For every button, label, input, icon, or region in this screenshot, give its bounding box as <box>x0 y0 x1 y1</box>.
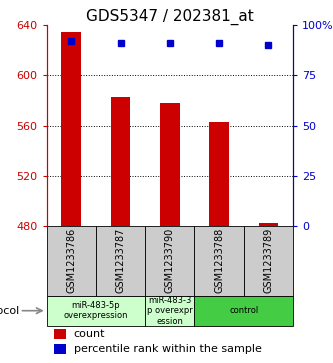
Bar <box>54 344 66 354</box>
Text: protocol: protocol <box>0 306 20 316</box>
Bar <box>47 226 96 296</box>
Text: GSM1233786: GSM1233786 <box>66 228 76 293</box>
Bar <box>209 122 229 226</box>
Bar <box>194 296 293 326</box>
Bar <box>258 223 278 226</box>
Bar <box>96 226 145 296</box>
Text: GSM1233789: GSM1233789 <box>263 228 273 293</box>
Text: percentile rank within the sample: percentile rank within the sample <box>74 344 262 354</box>
Bar <box>61 32 81 226</box>
Text: GSM1233790: GSM1233790 <box>165 228 175 293</box>
Bar <box>145 226 194 296</box>
Bar <box>244 226 293 296</box>
Title: GDS5347 / 202381_at: GDS5347 / 202381_at <box>86 9 254 25</box>
Text: control: control <box>229 306 258 315</box>
Text: miR-483-5p
overexpression: miR-483-5p overexpression <box>64 301 128 321</box>
Bar <box>145 296 194 326</box>
Text: miR-483-3
p overexpr
ession: miR-483-3 p overexpr ession <box>147 296 193 326</box>
Bar <box>194 226 244 296</box>
Bar <box>47 296 145 326</box>
Text: count: count <box>74 329 105 339</box>
Bar <box>111 97 131 226</box>
Bar <box>54 329 66 339</box>
Text: GSM1233787: GSM1233787 <box>116 228 126 293</box>
Bar <box>160 103 180 226</box>
Text: GSM1233788: GSM1233788 <box>214 228 224 293</box>
